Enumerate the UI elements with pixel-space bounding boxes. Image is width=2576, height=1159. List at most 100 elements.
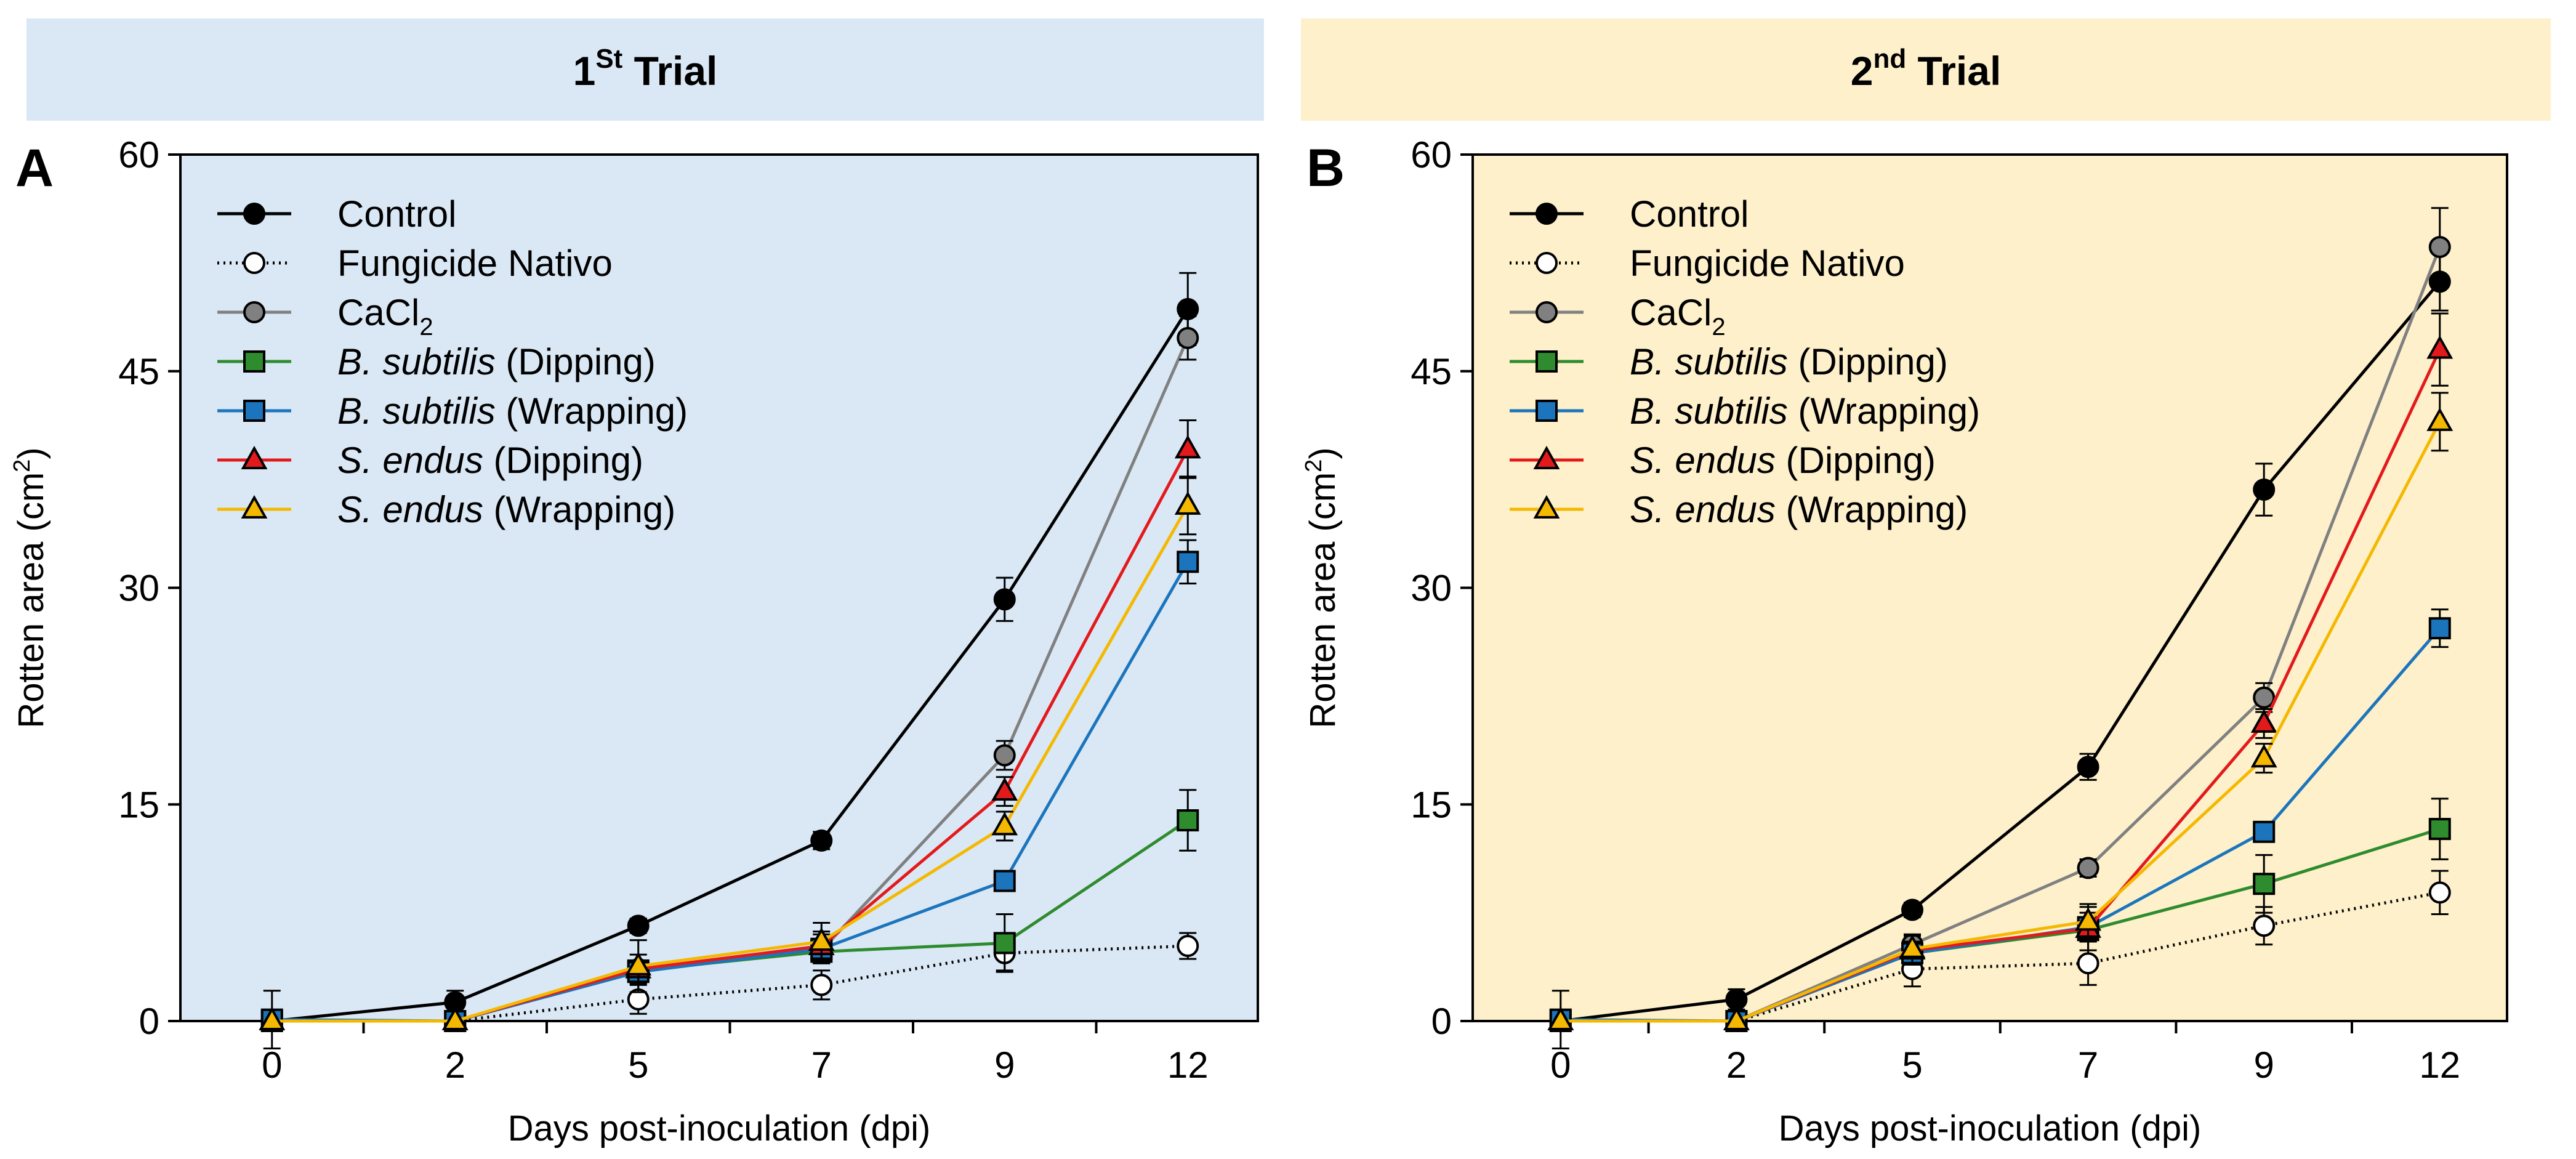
series-line xyxy=(272,504,1189,1023)
y-tick-label: 30 xyxy=(118,568,159,609)
data-point xyxy=(2253,479,2276,501)
data-point xyxy=(1547,1006,1574,1030)
legend-marker xyxy=(1533,495,1560,519)
legend-text: (Wrapping) xyxy=(483,489,675,530)
x-axis-label: Days post-inoculation (dpi) xyxy=(508,1109,931,1149)
legend-text: CaCl xyxy=(337,292,419,333)
series-line xyxy=(272,308,1189,1023)
plot-area xyxy=(1471,153,2508,1022)
data-point xyxy=(993,932,1016,955)
legend-marker xyxy=(1536,203,1558,225)
data-point xyxy=(2077,857,2099,879)
panel-label: B xyxy=(1306,139,1345,198)
x-tick-label: 2 xyxy=(445,1044,465,1086)
data-point xyxy=(1177,551,1199,573)
data-point xyxy=(441,1006,469,1030)
data-point xyxy=(1725,988,1748,1011)
legend-entry: CaCl2 xyxy=(1630,292,1726,341)
legend-text: CaCl xyxy=(1630,292,1712,333)
data-point xyxy=(1177,935,1199,958)
legend-entry: B. subtilis (Dipping) xyxy=(337,341,656,382)
data-point xyxy=(1899,934,1926,958)
y-tick-label: 45 xyxy=(1411,351,1452,392)
legend-text: (Dipping) xyxy=(496,341,656,382)
legend-text: B. subtilis xyxy=(1630,390,1788,432)
data-point xyxy=(2428,818,2451,841)
legend-text: (Dipping) xyxy=(483,440,643,481)
legend-entry: Fungicide Nativo xyxy=(1630,243,1905,284)
data-point xyxy=(1174,491,1201,515)
legend-marker xyxy=(241,445,268,469)
legend-text: B. subtilis xyxy=(337,341,496,382)
panel-header xyxy=(1301,18,2551,121)
data-point xyxy=(2250,744,2277,768)
legend-subscript: 2 xyxy=(1712,313,1725,341)
data-point xyxy=(2253,686,2276,709)
y-tick-label: 60 xyxy=(118,134,159,176)
x-tick-label: 2 xyxy=(1726,1044,1747,1086)
y-tick-label: 30 xyxy=(1411,568,1452,609)
x-tick-label: 5 xyxy=(1902,1044,1922,1086)
panel-label: A xyxy=(15,139,54,198)
legend-marker xyxy=(1536,400,1558,422)
y-axis-label: Rotten area (cm2) xyxy=(1301,447,1343,728)
legend-text: (Dipping) xyxy=(1788,341,1948,382)
legend-text: (Wrapping) xyxy=(496,390,688,432)
panel-title: 1St Trial xyxy=(573,44,718,94)
legend-text: Fungicide Nativo xyxy=(1630,243,1905,284)
data-point xyxy=(2077,756,2099,778)
legend-marker xyxy=(1536,301,1558,323)
data-point xyxy=(1723,1006,1750,1030)
data-point xyxy=(2428,236,2451,259)
legend-entry: S. endus (Dipping) xyxy=(1630,440,1936,481)
y-tick-label: 45 xyxy=(118,351,159,392)
data-point xyxy=(993,588,1016,611)
data-point xyxy=(2428,881,2451,904)
data-point xyxy=(2428,617,2451,640)
x-tick-label: 7 xyxy=(811,1044,832,1086)
x-tick-label: 12 xyxy=(2419,1044,2460,1086)
y-tick-label: 0 xyxy=(139,1001,159,1042)
x-tick-label: 7 xyxy=(2078,1044,2098,1086)
data-point xyxy=(993,870,1016,892)
x-axis-label: Days post-inoculation (dpi) xyxy=(1779,1109,2202,1149)
title-base: 1 xyxy=(573,48,596,94)
x-tick-label: 5 xyxy=(628,1044,648,1086)
y-axis-label-sup: 2 xyxy=(9,459,35,472)
legend-entry: S. endus (Wrapping) xyxy=(337,489,675,530)
panel-header xyxy=(26,18,1264,121)
data-point xyxy=(1174,435,1201,459)
y-axis-label-main: Rotten area (cm xyxy=(1303,472,1343,729)
series-6 xyxy=(259,475,1201,1030)
y-axis-label: Rotten area (cm2) xyxy=(9,447,51,728)
series-line xyxy=(1560,421,2442,1023)
data-point xyxy=(2253,915,2276,937)
legend-subscript: 2 xyxy=(419,313,433,341)
data-point xyxy=(1177,326,1199,349)
legend-text: (Dipping) xyxy=(1776,440,1936,481)
legend-entry: S. endus (Dipping) xyxy=(337,440,643,481)
data-point xyxy=(991,777,1018,801)
y-tick-label: 15 xyxy=(1411,784,1452,825)
y-tick-label: 60 xyxy=(1411,134,1452,176)
series-6 xyxy=(1547,392,2453,1030)
x-tick-label: 9 xyxy=(2254,1044,2274,1086)
legend-entry: Control xyxy=(1630,193,1749,235)
data-point xyxy=(2077,952,2099,975)
data-point xyxy=(2253,873,2276,895)
data-point xyxy=(259,1006,286,1030)
y-tick-label: 0 xyxy=(1431,1001,1452,1042)
title-base: 2 xyxy=(1851,48,1874,94)
legend-text: Control xyxy=(337,193,456,235)
title-rest: Trial xyxy=(622,48,717,94)
legend-marker xyxy=(243,203,265,225)
legend-marker xyxy=(1536,252,1558,274)
x-tick-label: 9 xyxy=(994,1044,1015,1086)
data-point xyxy=(991,812,1018,836)
x-tick-label: 12 xyxy=(1167,1044,1209,1086)
data-point xyxy=(2253,820,2276,843)
